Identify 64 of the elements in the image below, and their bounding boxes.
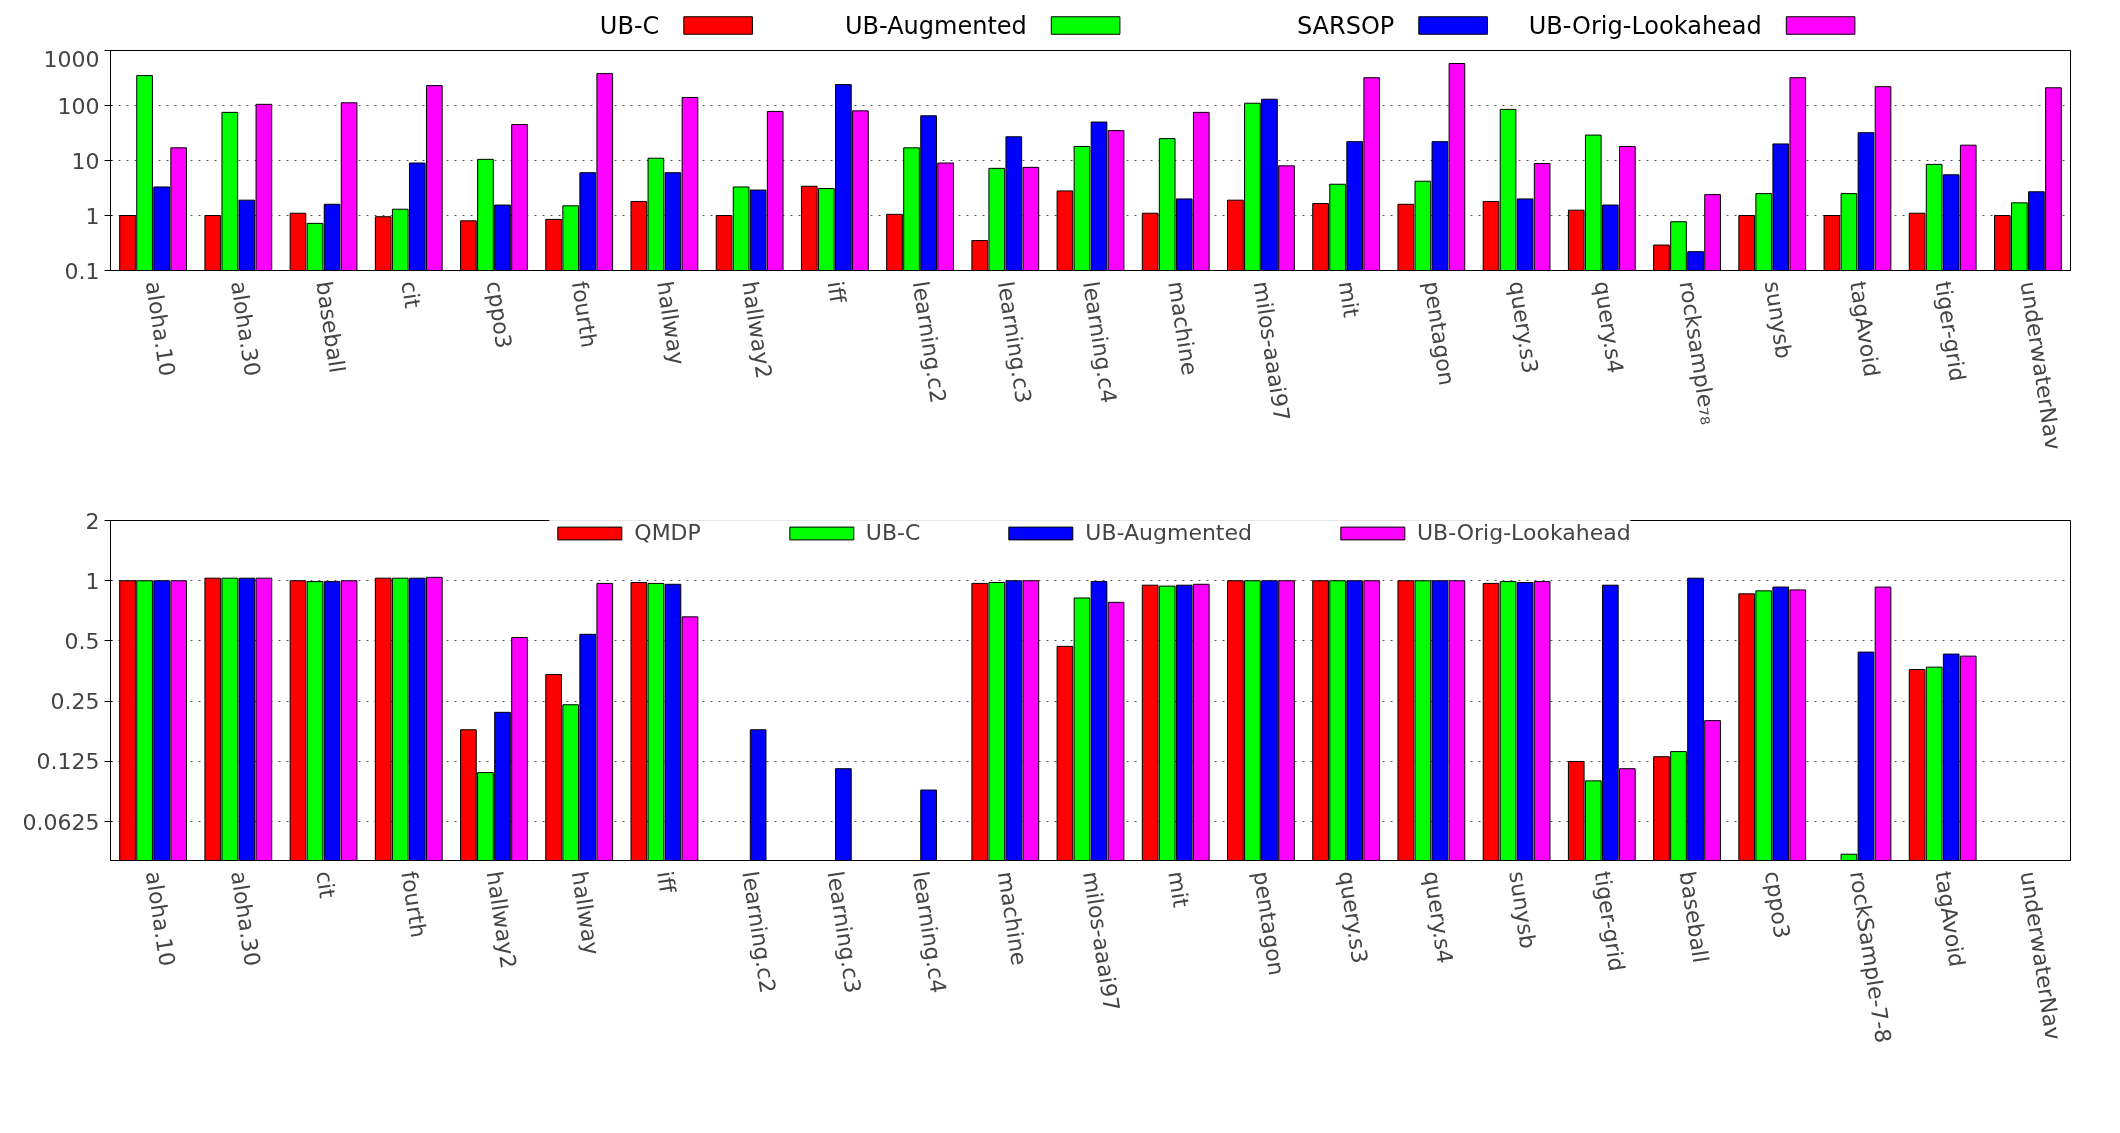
- x-tick-label: milos-aaai97: [1078, 869, 1125, 1013]
- x-tick-label: cppo3: [1759, 869, 1795, 941]
- x-tick-label: fourth: [396, 869, 432, 940]
- x-tick-label: cit: [396, 279, 426, 311]
- y-tick-label: 1: [85, 203, 100, 229]
- x-tick-label: learning.c3: [822, 869, 866, 995]
- y-tick-label: 0.1: [64, 258, 100, 284]
- y-tick-label: 1: [85, 568, 100, 594]
- x-tick-label: tiger-grid: [1589, 869, 1630, 974]
- x-tick-label: mit: [1163, 869, 1194, 910]
- y-tick-label: 10: [71, 148, 100, 174]
- x-tick-label: milos-aaai97: [1248, 279, 1295, 423]
- y-tick-label: 0.125: [36, 749, 100, 775]
- legend-label: UB-Orig-Lookahead: [1528, 11, 1762, 40]
- x-tick-label: learning.c2: [737, 869, 781, 995]
- x-tick-label: query.s3: [1504, 279, 1543, 376]
- x-tick-label: learning.c2: [907, 279, 951, 405]
- x-tick-label: iff: [822, 279, 851, 306]
- x-tick-label: query.s4: [1589, 279, 1629, 376]
- x-tick-label: fourth: [566, 279, 602, 350]
- y-tick-label: 100: [57, 93, 100, 119]
- y-tick-label: 0.25: [50, 689, 100, 715]
- x-tick-label: hallway2: [737, 279, 777, 381]
- x-tick-label: learning.c4: [907, 869, 951, 995]
- x-tick-label: sunysb: [1759, 279, 1797, 361]
- x-tick-label: baseball: [311, 279, 350, 375]
- legend-label: SARSOP: [1296, 11, 1395, 40]
- x-tick-label: learning.c3: [992, 279, 1037, 405]
- x-tick-label: aloha.10: [140, 869, 180, 968]
- x-tick-label: aloha.10: [140, 279, 180, 378]
- y-tick-label: 1000: [43, 46, 100, 72]
- x-tick-label: cit: [311, 869, 340, 901]
- x-tick-label: underwaterNav: [2015, 279, 2066, 452]
- x-tick-label: pentagon: [1248, 869, 1290, 978]
- x-tick-label: cppo3: [481, 279, 517, 351]
- legend-label: UB-Orig-Lookahead: [1416, 520, 1631, 545]
- x-tick-label: hallway2: [481, 869, 522, 971]
- x-tick-label: aloha.30: [225, 869, 266, 968]
- x-tick-label: tagAvoid: [1930, 869, 1970, 969]
- legend-label: UB-C: [865, 520, 921, 545]
- legend-label: UB-Augmented: [845, 11, 1027, 40]
- x-tick-label: machine: [992, 869, 1032, 967]
- x-tick-label: query.s3: [1333, 869, 1373, 966]
- x-tick-label: aloha.30: [225, 279, 266, 378]
- x-tick-label: mit: [1333, 279, 1364, 320]
- x-tick-label: sunysb: [1504, 869, 1541, 951]
- x-tick-label: hallway: [652, 279, 690, 367]
- x-tick-label: hallway: [566, 869, 605, 957]
- x-tick-label: tagAvoid: [1845, 279, 1885, 379]
- legend-label: UB-C: [599, 11, 660, 40]
- x-tick-label: underwaterNav: [2015, 869, 2066, 1042]
- legend-label: QMDP: [634, 520, 701, 545]
- y-tick-label: 0.0625: [22, 809, 100, 835]
- y-tick-label: 0.5: [64, 628, 100, 654]
- y-tick-label: 2: [85, 508, 100, 534]
- x-tick-label: baseball: [1674, 869, 1714, 965]
- x-tick-label: query.s4: [1419, 869, 1458, 966]
- x-tick-label: learning.c4: [1078, 279, 1122, 405]
- legend-label: UB-Augmented: [1085, 520, 1252, 545]
- x-tick-label: rocksample₇₈: [1674, 279, 1722, 427]
- x-tick-label: iff: [652, 869, 681, 896]
- x-tick-label: pentagon: [1419, 279, 1460, 388]
- x-tick-label: tiger-grid: [1930, 279, 1971, 384]
- x-tick-label: machine: [1163, 279, 1203, 377]
